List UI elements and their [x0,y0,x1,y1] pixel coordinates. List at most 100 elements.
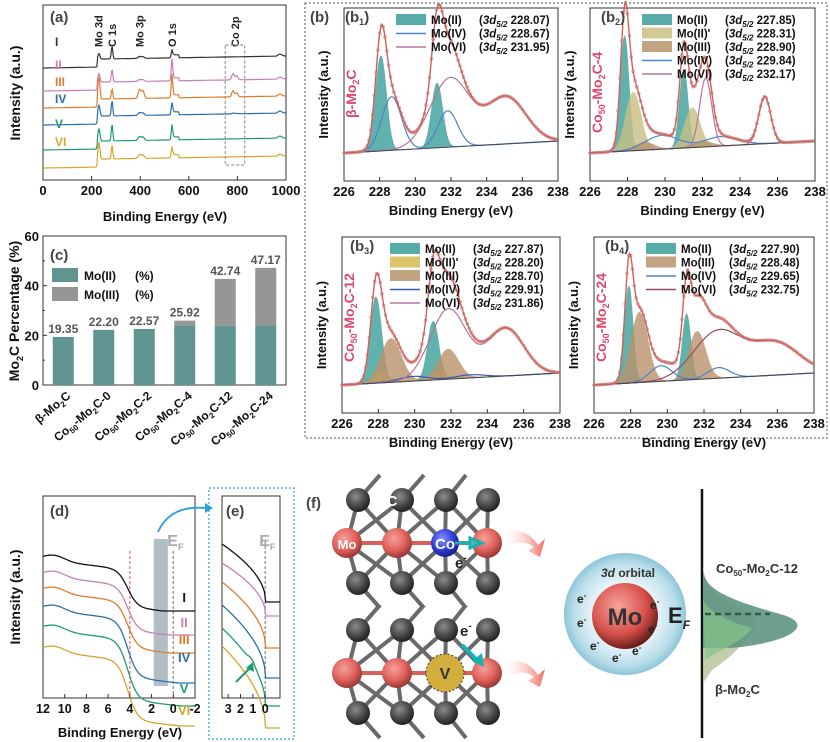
x-tick-label: 0 [39,183,46,198]
data-point [654,355,658,359]
bar-total-label: 25.92 [170,306,200,320]
p: 2 [91,406,101,416]
series-label-II: II [55,58,62,72]
x-tick-label: 228 [617,184,639,199]
series-line [221,562,280,617]
data-point [733,328,737,333]
s: 50 [601,333,611,343]
data-point [672,360,677,364]
p: 5/2 [742,34,754,43]
y-tick-label: 20 [25,328,39,343]
legend-name: Mo(IV) [425,285,460,297]
p: 5/2 [496,20,508,29]
series-label-II: II [181,615,188,630]
legend-item: Mo(IV) (3d5/2 228.67) [396,29,550,43]
legend-item: Mo(IV) (3d5/2 229.84) [642,56,796,70]
y-axis-label: Intensity (a.u.) [7,550,23,645]
x-tick-label: 0 [262,702,269,716]
s: -Mo [341,308,357,333]
legend-unit: (%) [135,269,154,283]
carbon-atom [346,571,370,595]
x-tick-label: 1 [249,702,256,716]
data-point [443,268,448,273]
p: 5/2 [496,47,508,56]
legend-binding-energy: (3d5/2 232.17) [725,69,796,83]
transfer-arrow-to-orbital [500,660,545,687]
panel-b1-xps-mo3d: 226 228 230 232 234 236 238 Binding Energy (eV)… [316,2,569,218]
electron-transfer-arrow-head [472,653,484,667]
p: E [167,533,178,550]
legend-binding-energy: (3d5/2 227.90) [729,244,800,258]
legend-binding-energy: (3d5/2 228.48) [729,258,800,272]
carbon-atom [390,488,414,512]
x-tick-label: 4 [126,702,133,716]
series-line-II [43,58,286,92]
background-line [343,140,559,154]
p: 3d [477,271,491,283]
x-tick-label: 226 [579,184,601,199]
x-tick-label: 2 [148,702,155,716]
bar-total-label: 42.74 [210,264,240,278]
fit-envelope [593,251,814,386]
data-point [517,103,521,107]
p: ( [473,271,477,283]
data-point [726,321,730,325]
p: - [619,650,622,659]
legend-item: Mo(VI) (3d5/2 232.17) [642,69,796,83]
data-point [491,333,495,337]
legend-swatch [390,256,420,268]
data-point [514,333,519,337]
series-label-IV: IV [178,650,191,665]
y-tick-label: 0 [32,378,39,393]
carbon-atom [476,701,500,725]
p: 3d [729,29,743,41]
legend-binding-energy: (3d5/2 229.84) [725,56,796,70]
cobalt-label: Co [435,536,455,553]
panel-label: (b4) [605,238,629,256]
p: e [455,555,463,572]
p: 3d [483,29,497,41]
p: 3d [483,15,497,27]
panel-label: (f) [306,495,321,512]
series-line [221,645,280,729]
p: 3d [733,271,747,283]
legend-swatch [52,287,78,301]
x-tick-label: 3 [225,702,232,716]
data-point [417,125,421,130]
legend-item: Mo(IV) (3d5/2 229.91) [390,285,544,299]
s: 50 [349,333,359,343]
p: 5/2 [490,276,502,285]
panel-label: (d) [50,503,69,520]
x-tick-label: 238 [803,416,825,431]
data-point [391,331,395,335]
s: 2 [597,74,607,79]
p: 2 [248,410,258,420]
legend-name: Mo(IV) [431,29,466,41]
x-tick-label: 238 [804,184,826,199]
label-sub: 2 [615,17,620,27]
p: 228.67) [507,29,549,41]
s: -Mo [589,79,605,104]
panel-e-valence-band-zoom: (e) EF 3 2 1 0 [221,495,281,729]
electron: e- [577,615,587,630]
data-point [445,270,450,275]
legend-item: Mo(II) (3d5/2 227.85) [642,14,796,29]
s: 2 [349,303,359,308]
carbon-atom [390,701,414,725]
p: - [655,621,658,630]
data-point [719,131,723,136]
p: 5/2 [746,263,758,272]
p: ( [473,258,477,270]
legend-item: Mo(III) (3d5/2 228.90) [642,41,796,56]
legend-item: Mo(III) (3d5/2 228.70) [390,270,544,285]
molybdenum-atom [472,658,502,688]
y-axis-label: Mo2C Percentage (%) [6,241,25,381]
fit-envelope [343,3,558,154]
p: 5/2 [496,34,508,43]
p: e [612,651,619,665]
data-point [700,296,704,300]
p: e [650,598,657,612]
x-tick-label: 236 [766,416,788,431]
